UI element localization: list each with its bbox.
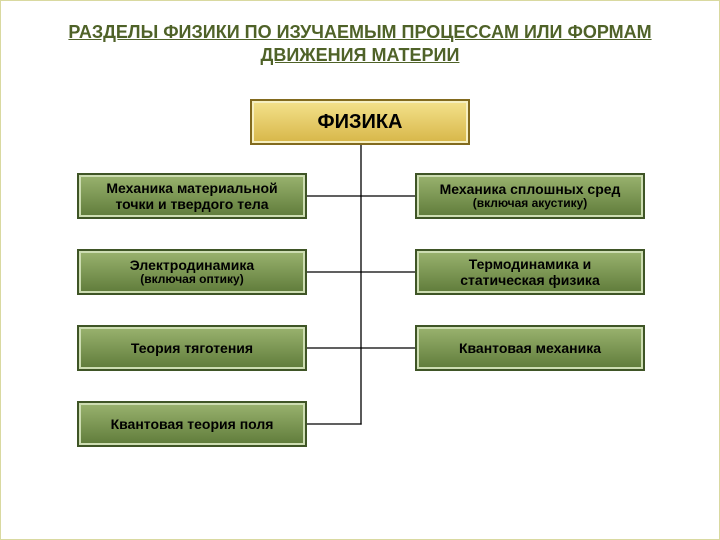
branch-right-1: Термодинамика и статическая физика (415, 249, 645, 295)
branch-label: Термодинамика и статическая физика (460, 256, 599, 288)
branch-left-2: Теория тяготения (77, 325, 307, 371)
branch-left-3: Квантовая теория поля (77, 401, 307, 447)
slide: РАЗДЕЛЫ ФИЗИКИ ПО ИЗУЧАЕМЫМ ПРОЦЕССАМ ИЛ… (0, 0, 720, 540)
branch-label: Механика материальной точки и твердого т… (106, 180, 277, 212)
branch-label: Механика сплошных сред (включая акустику… (440, 181, 621, 211)
branch-label: Электродинамика (включая оптику) (130, 257, 254, 287)
branch-left-0: Механика материальной точки и твердого т… (77, 173, 307, 219)
branch-left-1: Электродинамика (включая оптику) (77, 249, 307, 295)
branch-right-2: Квантовая механика (415, 325, 645, 371)
branch-label: Квантовая теория поля (111, 416, 274, 432)
root-label: ФИЗИКА (318, 111, 403, 134)
branch-label: Квантовая механика (459, 340, 601, 356)
slide-title: РАЗДЕЛЫ ФИЗИКИ ПО ИЗУЧАЕМЫМ ПРОЦЕССАМ ИЛ… (41, 21, 679, 68)
root-node: ФИЗИКА (250, 99, 470, 145)
branch-label: Теория тяготения (131, 340, 253, 356)
branch-right-0: Механика сплошных сред (включая акустику… (415, 173, 645, 219)
